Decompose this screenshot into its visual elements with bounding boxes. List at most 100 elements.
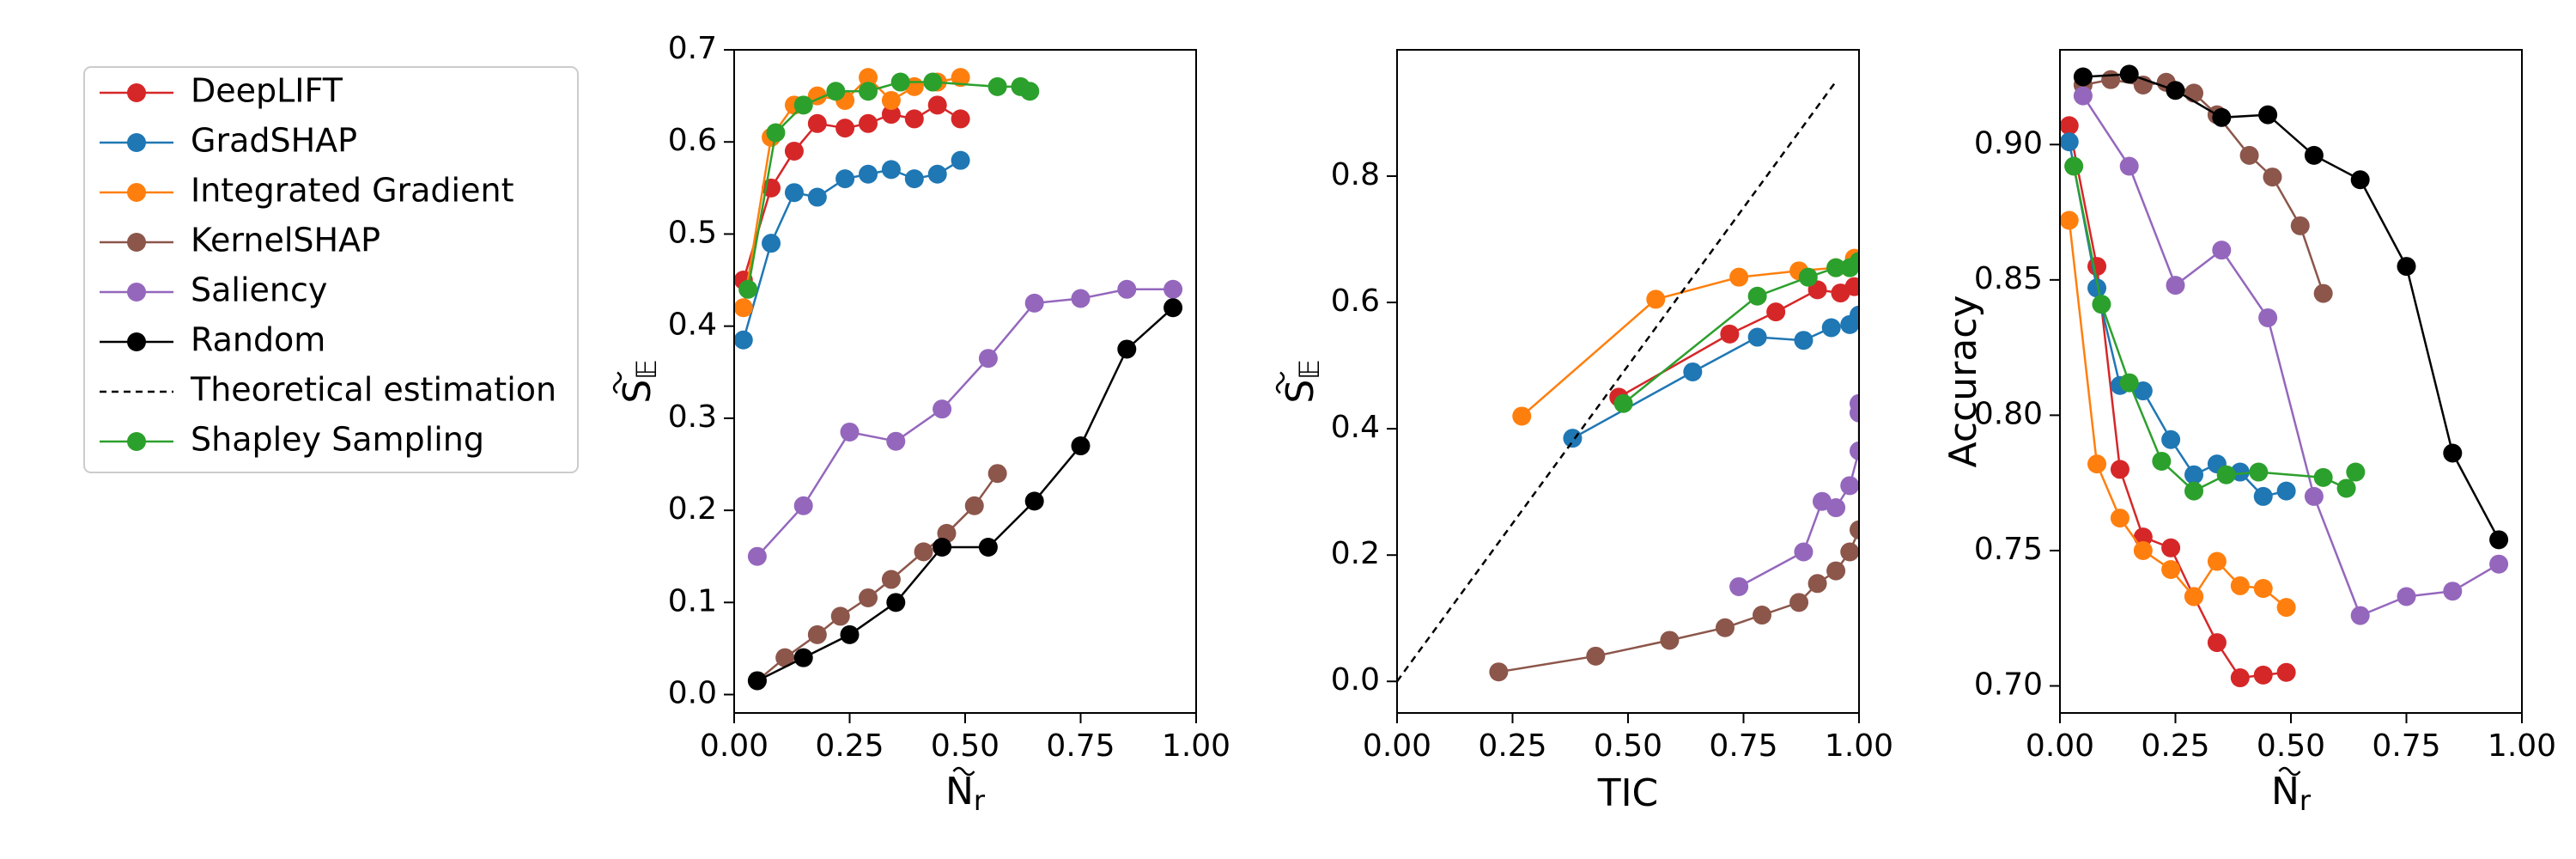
legend-label: DeepLIFT [191,72,343,110]
data-point-saliency [793,496,813,515]
x-tick-label: 1.00 [1162,728,1230,764]
y-axis-label-tilde [612,371,623,394]
data-point-gradshap [2161,430,2181,449]
y-tick-label: 0.7 [668,31,717,66]
legend-label: GradSHAP [191,122,357,160]
plot-area [734,68,1183,691]
y-tick-label: 0.8 [1331,157,1380,192]
y-tick-label: 0.3 [668,399,717,435]
x-axis-label-sub: r [2300,784,2312,817]
data-point-gradshap [904,169,924,189]
data-point-saliency [2166,276,2185,295]
data-point-shapley-sampling [2346,462,2366,482]
data-point-kernelshap [881,570,901,589]
data-point-saliency [2212,241,2232,260]
data-point-shapley-sampling [923,72,943,92]
data-point-kernelshap [2239,145,2259,165]
y-tick-label: 0.4 [668,308,717,343]
y-axis-label-main: S [616,380,659,404]
y-axis-label: Accuracy [1941,295,1985,468]
plot-area [2060,64,2509,688]
axes-frame [1396,49,1860,714]
legend-item-integrated-gradient: Integrated Gradient [100,172,513,210]
legend-swatch-marker [127,233,146,252]
x-axis-label: Nr [2271,766,2312,817]
data-point-random [747,671,767,691]
data-point-saliency [840,422,860,442]
data-point-random [2258,105,2278,125]
data-point-gradshap [2087,278,2107,298]
y-tick-label: 0.70 [1974,667,2043,702]
y-tick-label: 0.2 [1331,536,1380,571]
series-line-shapley-sampling [2072,166,2357,493]
data-point-kernelshap [2313,283,2333,303]
legend-item-random: Random [100,321,325,359]
legend: DeepLIFT GradSHAP Integrated Gradient Kerne… [83,66,579,473]
data-point-gradshap [2060,132,2079,152]
data-point-gradshap [859,164,878,184]
data-point-saliency [1729,576,1749,596]
data-point-kernelshap [1850,520,1859,539]
data-point-kernelshap [859,588,878,607]
data-point-random [2350,170,2370,190]
y-tick-label: 0.1 [668,583,717,618]
data-point-random [1024,491,1044,511]
x-axis-label-main: N [945,770,974,813]
series-line-integrated-gradient [2068,220,2287,609]
series-line-shapley-sampling [746,81,1030,290]
data-point-shapley-sampling [2152,451,2172,471]
data-point-saliency [978,349,998,369]
data-point-shapley-sampling [793,95,813,115]
series-line-random [756,307,1174,682]
axes-frame [733,49,1197,714]
chart-panel-3: 0.00 0.25 0.50 0.75 1.00 0.70 0.75 0.80 0.85 0.90… [1941,49,2556,817]
data-point-integrated-gradient [1729,267,1749,287]
x-tick-label: 0.00 [700,728,769,764]
data-point-shapley-sampling [1020,82,1040,101]
data-point-random [840,624,860,644]
data-point-saliency [1850,441,1859,460]
plot-area [1397,81,1859,682]
data-point-shapley-sampling [2249,462,2269,482]
data-point-kernelshap [1715,618,1735,637]
data-point-kernelshap [1840,542,1859,562]
x-axis-label: TIC [1597,771,1659,815]
data-point-gradshap [2184,465,2204,484]
data-point-integrated-gradient [2087,454,2107,474]
data-point-gradshap [927,164,947,184]
data-point-random [2166,81,2185,101]
data-point-saliency [1826,498,1846,518]
x-axis-label-sub: r [974,784,986,817]
y-tick-label: 0.5 [668,215,717,250]
data-point-shapley-sampling [890,72,910,92]
series-line-gradshap [742,159,962,341]
data-point-saliency [2073,86,2093,106]
data-point-random [886,593,906,612]
series-line-saliency [756,288,1174,557]
x-tick-label: 0.25 [2141,728,2209,764]
data-point-gradshap [807,187,827,207]
data-point-deeplift [904,109,924,129]
legend-label: Saliency [191,271,327,309]
data-point-integrated-gradient [2060,210,2079,230]
data-point-saliency [2397,587,2416,606]
legend-swatch-marker [127,83,146,102]
legend-label: Shapley Sampling [191,421,484,459]
legend-label: Integrated Gradient [191,172,513,210]
legend-item-shapley-sampling: Shapley Sampling [100,421,484,459]
x-tick-label: 0.50 [2257,728,2325,764]
y-tick-label: 0.80 [1974,396,2043,431]
x-axis-label-tilde [952,766,975,777]
data-point-kernelshap [1807,574,1827,594]
y-axis-label-sub: 𝔼 [630,359,663,379]
data-point-gradshap [762,234,781,253]
data-point-shapley-sampling [2313,467,2333,487]
data-point-integrated-gradient [2133,540,2153,560]
data-point-gradshap [1821,318,1841,338]
data-point-gradshap [784,183,804,203]
data-point-shapley-sampling [826,82,846,101]
x-tick-label: 0.50 [931,728,999,764]
legend-label: Random [191,321,325,359]
y-tick-label: 0.2 [668,491,717,527]
legend-label: Theoretical estimation [190,371,556,409]
